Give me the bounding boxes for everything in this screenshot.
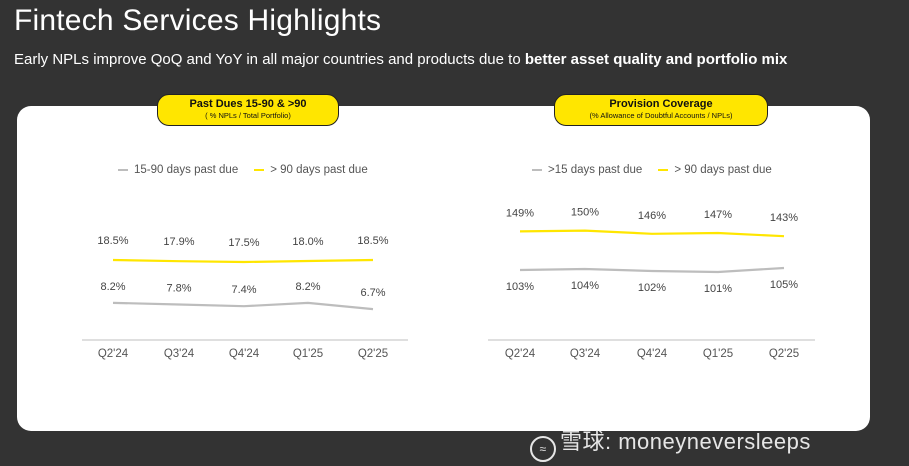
snowball-logo-icon: ≈ [530, 436, 556, 462]
legend-swatch [532, 169, 542, 171]
data-label: 18.5% [97, 235, 128, 247]
series-line [519, 229, 785, 238]
x-tick-label: Q1'25 [293, 348, 323, 360]
x-tick-label: Q3'24 [164, 348, 195, 360]
series-line [519, 266, 785, 274]
page-subtitle: Early NPLs improve QoQ and YoY in all ma… [14, 51, 787, 68]
data-label: 7.4% [231, 284, 256, 296]
data-label: 8.2% [100, 281, 125, 293]
legend-label: > 90 days past due [270, 164, 368, 176]
chart1-subtitle: ( % NPLs / Total Portfolio) [205, 111, 291, 120]
data-label: 102% [638, 282, 666, 294]
legend-label: >15 days past due [548, 164, 643, 176]
x-tick-label: Q1'25 [703, 348, 733, 360]
chart1-legend-item-1: 15-90 days past due [118, 164, 238, 176]
x-tick-label: Q2'25 [769, 348, 799, 360]
data-label: 105% [770, 279, 798, 291]
data-label: 143% [770, 212, 798, 224]
x-tick-label: Q2'24 [98, 348, 129, 360]
data-label: 150% [571, 207, 599, 219]
x-tick-label: Q2'24 [505, 348, 536, 360]
data-label: 17.5% [228, 237, 259, 249]
series-line [112, 258, 374, 264]
chart1-legend-item-2: > 90 days past due [254, 164, 368, 176]
charts-panel [17, 106, 870, 431]
page-title: Fintech Services Highlights [14, 4, 382, 37]
series-line [112, 301, 374, 311]
data-label: 7.8% [166, 283, 191, 295]
watermark-text: 雪球: moneyneversleeps [560, 429, 811, 454]
x-tick-label: Q3'24 [570, 348, 601, 360]
chart2-title-pill: Provision Coverage (% Allowance of Doubt… [554, 94, 768, 126]
chart1-legend: 15-90 days past due > 90 days past due [118, 164, 378, 176]
legend-label: > 90 days past due [674, 164, 772, 176]
data-label: 8.2% [295, 281, 320, 293]
data-label: 17.9% [163, 236, 194, 248]
subtitle-text: Early NPLs improve QoQ and YoY in all ma… [14, 51, 525, 68]
legend-swatch [254, 169, 265, 171]
chart2-legend-item-1: >15 days past due [532, 164, 642, 176]
data-label: 6.7% [360, 287, 385, 299]
data-label: 149% [506, 207, 534, 219]
x-tick-label: Q4'24 [229, 348, 260, 360]
chart2-title: Provision Coverage [609, 98, 713, 110]
legend-swatch [118, 169, 128, 171]
chart1-title-pill: Past Dues 15-90 & >90 ( % NPLs / Total P… [157, 94, 339, 126]
data-label: 18.0% [292, 236, 323, 248]
legend-swatch [658, 169, 669, 171]
data-label: 101% [704, 283, 732, 295]
legend-label: 15-90 days past due [134, 164, 239, 176]
x-tick-label: Q4'24 [637, 348, 668, 360]
subtitle-emphasis: better asset quality and portfolio mix [524, 51, 788, 68]
data-label: 18.5% [357, 235, 388, 247]
chart2-subtitle: (% Allowance of Doubtful Accounts / NPLs… [589, 111, 733, 120]
chart2-legend-item-2: > 90 days past due [658, 164, 772, 176]
data-label: 103% [506, 281, 534, 293]
data-label: 147% [704, 209, 732, 221]
x-tick-label: Q2'25 [358, 348, 388, 360]
data-label: 104% [571, 280, 599, 292]
watermark: ≈ 雪球: moneyneversleeps [530, 424, 811, 462]
data-label: 146% [638, 210, 666, 222]
chart1-title: Past Dues 15-90 & >90 [189, 98, 307, 110]
chart2-legend: >15 days past due > 90 days past due [532, 164, 782, 176]
